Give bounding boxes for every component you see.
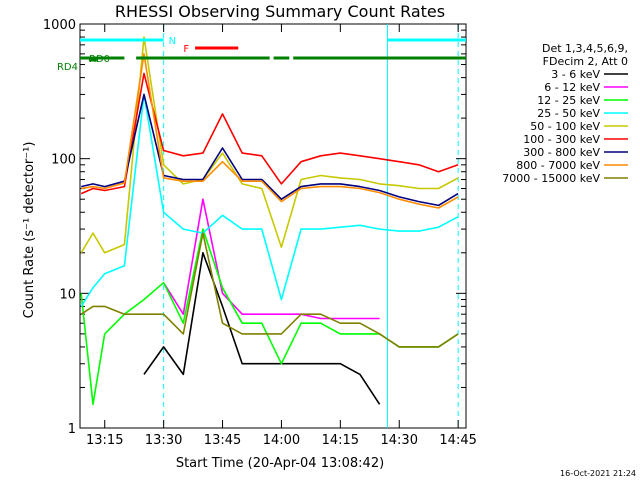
y-axis-label: Count Rate (s⁻¹ detector⁻¹): [22, 142, 37, 319]
flag-label-rd0: RD0: [89, 54, 110, 65]
y-tick-label: 10: [59, 287, 76, 302]
legend: Det 1,3,4,5,6,9,FDecim 2, Att 03 - 6 keV…: [502, 42, 628, 185]
x-tick-label: 14:45: [439, 433, 476, 448]
legend-entry-label: 50 - 100 keV: [530, 120, 600, 133]
y-tick-label: 1000: [43, 18, 76, 33]
x-tick-label: 13:15: [86, 433, 123, 448]
x-tick-label: 14:30: [381, 433, 418, 448]
legend-entry-label: 25 - 50 keV: [537, 107, 600, 120]
series-line-4: [80, 36, 459, 254]
legend-entry-label: 12 - 25 keV: [537, 94, 600, 107]
series-line-6: [81, 93, 459, 207]
legend-entry-label: 7000 - 15000 keV: [502, 172, 600, 185]
legend-entry-label: 100 - 300 keV: [523, 133, 600, 146]
y-tick-label: 1: [68, 422, 76, 437]
series-line-7: [81, 53, 459, 209]
flag-label-n: N: [169, 36, 176, 47]
plot-area: 13:15 13:30 13:45 14:00 14:15 14:30 14:45 1 10 10…: [43, 18, 477, 448]
series-line-0: [143, 252, 381, 405]
series-line-8: [80, 232, 459, 348]
plot-frame: [79, 23, 467, 429]
legend-entry-label: 300 - 800 keV: [523, 146, 600, 159]
series-line-3: [80, 93, 459, 307]
timestamp-footer: 16-Oct-2021 21:24: [560, 469, 636, 478]
legend-entry-label: 800 - 7000 keV: [516, 159, 600, 172]
legend-header-line: Det 1,3,4,5,6,9,: [542, 42, 628, 55]
series-line-1: [162, 198, 380, 320]
x-tick-label: 14:15: [322, 433, 359, 448]
legend-entry-label: 3 - 6 keV: [551, 68, 600, 81]
chart-title: RHESSI Observing Summary Count Rates: [115, 2, 445, 21]
x-tick-label: 13:45: [204, 433, 241, 448]
legend-header-line: FDecim 2, Att 0: [543, 55, 628, 68]
y-tick-label: 100: [51, 153, 76, 168]
x-tick-label: 14:00: [263, 433, 300, 448]
x-tick-label: 13:30: [145, 433, 182, 448]
flag-label-f: F: [183, 44, 189, 55]
legend-entry-label: 6 - 12 keV: [544, 81, 600, 94]
x-axis-label: Start Time (20-Apr-04 13:08:42): [176, 456, 384, 471]
flag-label-rd4: RD4: [57, 62, 78, 73]
